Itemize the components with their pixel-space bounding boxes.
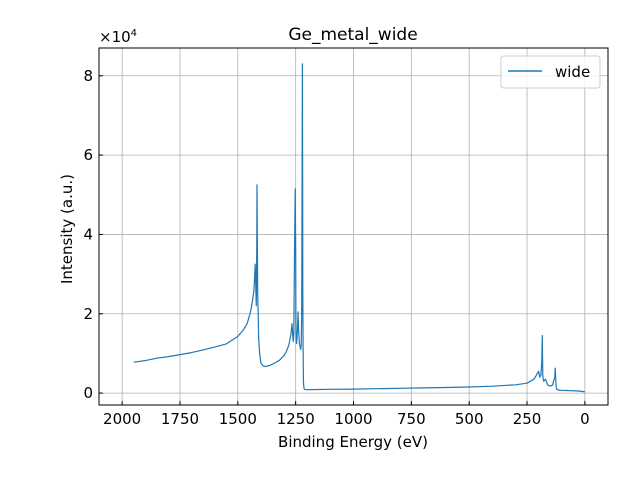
legend: wide: [500, 55, 601, 89]
x-tick-label: 1250: [277, 410, 315, 428]
x-tick-label: 1750: [161, 410, 199, 428]
y-tick-label: 6: [83, 146, 93, 164]
x-tick-label: 2000: [103, 410, 141, 428]
legend-label: wide: [555, 63, 590, 81]
y-multiplier-exponent: 4: [131, 28, 137, 39]
series-layer: [133, 63, 585, 393]
x-tick-label: 750: [397, 410, 426, 428]
x-tick-label: 1500: [219, 410, 257, 428]
y-axis-multiplier: ×104: [99, 28, 137, 46]
y-tick-label: 4: [83, 225, 93, 243]
y-tick-label: 8: [83, 67, 93, 85]
y-axis-label: Intensity (a.u.): [58, 174, 76, 284]
x-axis-label: Binding Energy (eV): [278, 433, 428, 451]
legend-box: [500, 55, 601, 89]
x-tick-label: 1000: [334, 410, 372, 428]
y-tick-label: 2: [83, 305, 93, 323]
x-tick-label: 500: [455, 410, 484, 428]
series-line-wide: [133, 63, 585, 393]
chart-title: Ge_metal_wide: [288, 25, 417, 45]
x-tick-label: 250: [513, 410, 542, 428]
y-tick-label: 0: [83, 384, 93, 402]
tick-layer: 2000 1750 1500 1250 1000 750 500 250 0 0 2 4 6 8: [83, 67, 589, 428]
grid: [99, 48, 608, 405]
x-tick-label: 0: [580, 410, 590, 428]
y-multiplier-base: ×10: [99, 28, 131, 46]
